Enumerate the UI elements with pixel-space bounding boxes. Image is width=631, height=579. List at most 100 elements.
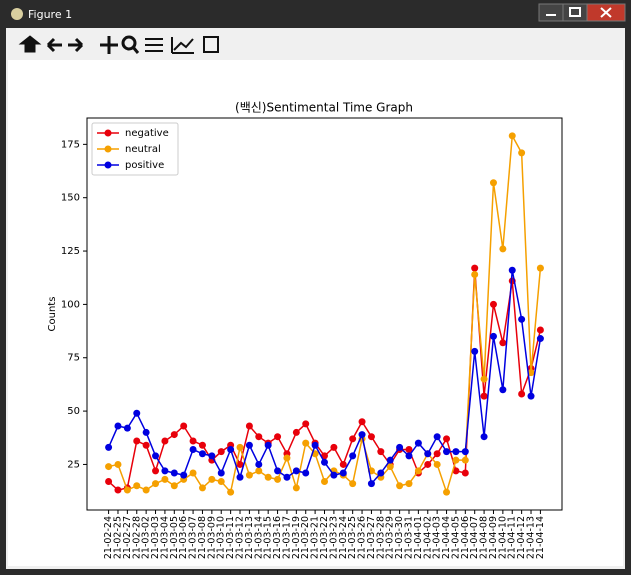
data-point — [452, 448, 460, 456]
y-tick-label: 150 — [61, 193, 80, 204]
data-point — [302, 420, 310, 428]
legend-marker — [104, 129, 112, 137]
data-point — [499, 339, 507, 347]
maximize-button[interactable] — [562, 3, 588, 22]
x-tick-label: 21-03-15 — [263, 516, 274, 559]
data-point — [161, 467, 169, 475]
data-point — [377, 448, 385, 456]
data-point — [433, 433, 441, 441]
data-point — [292, 467, 300, 475]
home-button[interactable] — [18, 35, 42, 53]
data-point — [255, 433, 263, 441]
data-point — [461, 448, 469, 456]
data-point — [452, 467, 460, 475]
data-point — [255, 460, 263, 468]
x-tick-label: 21-03-26 — [357, 516, 368, 559]
data-point — [189, 469, 197, 477]
minimize-button[interactable] — [538, 3, 564, 22]
y-tick-label: 25 — [67, 459, 80, 470]
data-point — [292, 484, 300, 492]
data-point — [405, 446, 413, 454]
x-tick-label: 21-02-27 — [122, 516, 133, 559]
x-tick-label: 21-03-09 — [206, 516, 217, 559]
x-tick-label: 21-04-04 — [441, 516, 452, 559]
x-tick-label: 21-03-19 — [291, 516, 302, 559]
data-point — [292, 428, 300, 436]
x-tick-label: 21-03-25 — [347, 516, 358, 559]
data-point — [227, 446, 235, 454]
x-tick-label: 21-04-02 — [422, 516, 433, 559]
forward-button[interactable] — [68, 37, 84, 53]
data-point — [236, 443, 244, 451]
data-point — [489, 332, 497, 340]
configure-button[interactable] — [145, 38, 163, 52]
save-button[interactable] — [203, 36, 219, 53]
data-point — [217, 469, 225, 477]
x-tick-label: 21-02-24 — [103, 516, 114, 559]
legend-label: neutral — [125, 144, 161, 155]
y-tick-label: 50 — [67, 406, 80, 417]
x-tick-label: 21-03-31 — [403, 516, 414, 559]
data-point — [283, 454, 291, 462]
data-point — [424, 450, 432, 458]
legend-label: negative — [125, 128, 169, 139]
data-point — [189, 446, 197, 454]
data-point — [255, 467, 263, 475]
data-point — [489, 300, 497, 308]
data-point — [536, 335, 544, 343]
data-point — [461, 469, 469, 477]
x-tick-label: 21-03-03 — [150, 516, 161, 559]
edit-button[interactable] — [171, 37, 194, 54]
window-controls[interactable] — [538, 3, 626, 22]
data-point — [499, 386, 507, 394]
data-point — [349, 480, 357, 488]
data-point — [302, 439, 310, 447]
zoom-button[interactable] — [121, 35, 137, 51]
x-tick-label: 21-03-12 — [235, 516, 246, 559]
data-point — [161, 437, 169, 445]
data-point — [339, 460, 347, 468]
x-tick-label: 21-03-23 — [328, 516, 339, 559]
data-point — [105, 443, 113, 451]
data-point — [321, 478, 328, 486]
data-point — [414, 467, 422, 475]
data-point — [396, 482, 404, 490]
maximize-glyph — [569, 7, 581, 17]
back-button[interactable] — [46, 37, 62, 53]
data-point — [518, 390, 526, 398]
x-tick-label: 21-02-25 — [112, 516, 123, 559]
data-point — [527, 392, 535, 400]
data-point — [114, 486, 122, 494]
data-point — [105, 463, 113, 471]
data-point — [142, 428, 150, 436]
x-tick-label: 21-03-04 — [159, 516, 170, 559]
y-tick-label: 175 — [61, 139, 80, 150]
x-tick-label: 21-03-13 — [244, 516, 255, 559]
x-tick-label: 21-04-14 — [535, 516, 546, 559]
data-point — [170, 482, 178, 490]
pan-button[interactable] — [100, 36, 118, 54]
data-point — [527, 369, 535, 377]
legend-marker — [104, 161, 112, 169]
data-point — [274, 475, 282, 483]
data-point — [396, 443, 404, 451]
data-point — [518, 315, 526, 323]
x-tick-label: 21-04-13 — [526, 516, 537, 559]
close-glyph — [600, 7, 612, 18]
data-point — [114, 422, 122, 430]
data-point — [471, 264, 479, 272]
data-point — [180, 422, 188, 430]
x-tick-label: 21-04-10 — [497, 516, 508, 559]
x-tick-label: 21-03-07 — [188, 516, 199, 559]
data-point — [386, 456, 394, 464]
data-point — [217, 478, 225, 486]
data-point — [264, 473, 272, 481]
data-point — [358, 418, 366, 426]
x-tick-label: 21-03-17 — [281, 516, 292, 559]
x-tick-label: 21-04-05 — [450, 516, 461, 559]
data-point — [208, 475, 216, 483]
data-point — [189, 437, 197, 445]
data-point — [414, 439, 422, 447]
window-icon — [11, 8, 23, 20]
